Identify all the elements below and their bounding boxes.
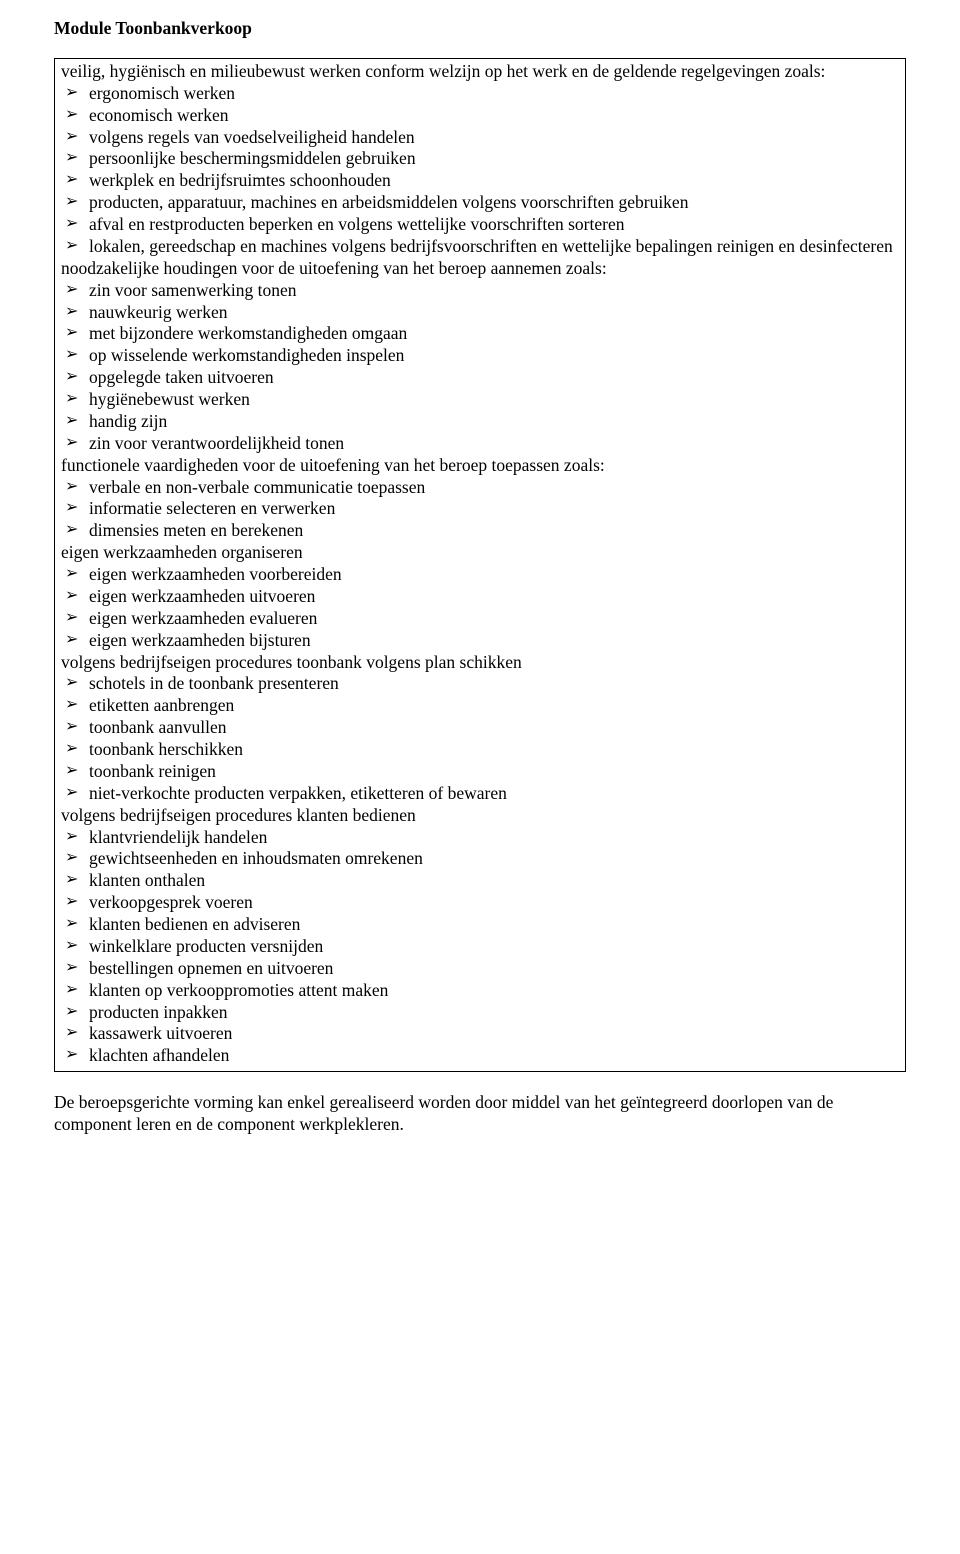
list-item: gewichtseenheden en inhoudsmaten omreken… <box>61 848 899 870</box>
section-list: eigen werkzaamheden voorbereiden eigen w… <box>61 564 899 652</box>
list-item: verkoopgesprek voeren <box>61 892 899 914</box>
list-item: zin voor samenwerking tonen <box>61 280 899 302</box>
list-item: producten, apparatuur, machines en arbei… <box>61 192 899 214</box>
list-item: klanten bedienen en adviseren <box>61 914 899 936</box>
list-item: eigen werkzaamheden evalueren <box>61 608 899 630</box>
list-item: winkelklare producten versnijden <box>61 936 899 958</box>
section-heading: veilig, hygiënisch en milieubewust werke… <box>61 61 899 83</box>
section-list: zin voor samenwerking tonen nauwkeurig w… <box>61 280 899 455</box>
footer-paragraph: De beroepsgerichte vorming kan enkel ger… <box>54 1092 906 1136</box>
section-list: schotels in de toonbank presenteren etik… <box>61 673 899 804</box>
list-item: schotels in de toonbank presenteren <box>61 673 899 695</box>
list-item: met bijzondere werkomstandigheden omgaan <box>61 323 899 345</box>
list-item: kassawerk uitvoeren <box>61 1023 899 1045</box>
list-item: handig zijn <box>61 411 899 433</box>
section-heading: volgens bedrijfseigen procedures toonban… <box>61 652 899 674</box>
list-item: klanten onthalen <box>61 870 899 892</box>
list-item: eigen werkzaamheden bijsturen <box>61 630 899 652</box>
section-list: klantvriendelijk handelen gewichtseenhed… <box>61 827 899 1068</box>
list-item: lokalen, gereedschap en machines volgens… <box>61 236 899 258</box>
list-item: toonbank reinigen <box>61 761 899 783</box>
section-list: verbale en non-verbale communicatie toep… <box>61 477 899 543</box>
section-heading: functionele vaardigheden voor de uitoefe… <box>61 455 899 477</box>
section-heading: eigen werkzaamheden organiseren <box>61 542 899 564</box>
list-item: op wisselende werkomstandigheden inspele… <box>61 345 899 367</box>
content-box: veilig, hygiënisch en milieubewust werke… <box>54 58 906 1072</box>
list-item: klantvriendelijk handelen <box>61 827 899 849</box>
list-item: klanten op verkooppromoties attent maken <box>61 980 899 1002</box>
list-item: bestellingen opnemen en uitvoeren <box>61 958 899 980</box>
section-heading: volgens bedrijfseigen procedures klanten… <box>61 805 899 827</box>
list-item: toonbank aanvullen <box>61 717 899 739</box>
section-list: ergonomisch werken economisch werken vol… <box>61 83 899 258</box>
document-page: Module Toonbankverkoop veilig, hygiënisc… <box>0 0 960 1176</box>
list-item: verbale en non-verbale communicatie toep… <box>61 477 899 499</box>
list-item: hygiënebewust werken <box>61 389 899 411</box>
list-item: nauwkeurig werken <box>61 302 899 324</box>
list-item: economisch werken <box>61 105 899 127</box>
list-item: eigen werkzaamheden uitvoeren <box>61 586 899 608</box>
list-item: ergonomisch werken <box>61 83 899 105</box>
list-item: volgens regels van voedselveiligheid han… <box>61 127 899 149</box>
section-heading: noodzakelijke houdingen voor de uitoefen… <box>61 258 899 280</box>
list-item: niet-verkochte producten verpakken, etik… <box>61 783 899 805</box>
list-item: producten inpakken <box>61 1002 899 1024</box>
list-item: etiketten aanbrengen <box>61 695 899 717</box>
list-item: zin voor verantwoordelijkheid tonen <box>61 433 899 455</box>
list-item: eigen werkzaamheden voorbereiden <box>61 564 899 586</box>
list-item: persoonlijke beschermingsmiddelen gebrui… <box>61 148 899 170</box>
list-item: opgelegde taken uitvoeren <box>61 367 899 389</box>
list-item: informatie selecteren en verwerken <box>61 498 899 520</box>
list-item: afval en restproducten beperken en volge… <box>61 214 899 236</box>
list-item: toonbank herschikken <box>61 739 899 761</box>
list-item: klachten afhandelen <box>61 1045 899 1067</box>
list-item: dimensies meten en berekenen <box>61 520 899 542</box>
list-item: werkplek en bedrijfsruimtes schoonhouden <box>61 170 899 192</box>
document-title: Module Toonbankverkoop <box>54 18 906 40</box>
